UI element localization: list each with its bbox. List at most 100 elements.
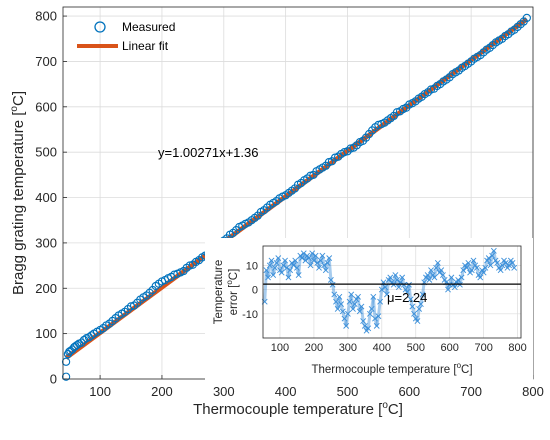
inset-error-trace [334,301,340,310]
inset-error-point [467,269,473,276]
inset-error-trace [487,257,492,266]
inset-error-point [350,306,356,312]
inset-error-point-stroke [409,303,416,310]
inset-error-point-stroke [485,255,492,262]
inset-y-axis-label: Temperature [213,260,225,325]
inset-error-point-stroke [394,276,401,283]
inset-error-point [445,286,451,293]
inset-error-point-stroke [492,257,499,264]
inset-error-point-stroke [360,318,367,324]
inset-error-trace [378,289,384,302]
inset-error-point-stroke [350,306,356,312]
inset-error-point [433,264,440,271]
inset-error-point-stroke [431,274,438,281]
inset-error-trace [271,267,277,276]
inset-y-tick-label: 0 [252,285,258,297]
inset-error-point [355,293,361,300]
inset-error-point [367,310,373,317]
inset-error-point-stroke [499,262,506,269]
measured-point [73,340,82,350]
inset-error-point-stroke [331,291,338,298]
inset-x-tick-labels: 100 200 300 400 500 600 700 800 [271,342,527,354]
inset-error-point [472,262,479,269]
inset-error-point [277,267,283,274]
inset-error-point-stroke [312,252,319,259]
inset-error-point [311,257,317,264]
inset-error-point-stroke [455,276,462,283]
inset-x-tick-label: 200 [305,342,323,354]
inset-error-point [263,267,270,274]
inset-error-point-stroke [319,252,326,259]
inset-error-point [333,298,339,305]
inset-error-point-stroke [497,267,504,274]
main-y-tick-label: 100 [35,326,57,341]
inset-error-point [326,255,333,262]
inset-error-point [341,315,348,322]
inset-error-point-stroke [327,276,334,283]
inset-error-point-stroke [280,262,287,269]
inset-error-point [361,322,368,329]
inset-error-point-stroke [351,301,358,308]
inset-error-point [319,252,326,259]
inset-error-point-stroke [268,257,275,264]
inset-error-point [280,262,287,269]
inset-error-point-stroke [277,267,283,274]
inset-error-point-stroke [355,293,361,300]
inset-error-point-stroke [317,257,324,264]
inset-error-point [501,257,507,264]
inset-error-point-stroke [339,308,346,315]
inset-error-trace [332,294,338,303]
inset-error-trace [346,301,352,314]
inset-error-point-stroke [292,257,299,264]
inset-error-point [438,267,445,274]
inset-error-point [499,262,506,269]
inset-error-point [487,262,494,269]
inset-error-point-stroke [392,272,399,278]
inset-error-trace [336,296,341,310]
inset-error-point-stroke [275,255,282,262]
inset-y-tick-label: -10 [242,309,258,321]
inset-mean-annotation: μ=2.24 [387,290,427,305]
inset-error-point [479,267,485,274]
legend: Measured Linear fit [77,20,175,53]
inset-error-point-stroke [270,272,277,278]
inset-error-trace [320,255,326,266]
inset-error-point [511,264,518,271]
legend-measured-label: Measured [122,20,175,34]
inset-error-point [343,322,350,329]
inset-error-point-stroke [334,306,341,312]
inset-error-point [358,303,365,310]
inset-error-point-stroke [263,267,270,274]
inset-error-point [490,247,497,254]
inset-error-point-stroke [367,310,373,317]
inset-error-point-stroke [307,262,314,269]
inset-error-point [440,272,446,278]
inset-error-point-stroke [412,315,419,322]
inset-error-point-stroke [363,327,370,334]
inset-error-point-stroke [383,291,390,298]
inset-error-point-stroke [273,260,280,266]
inset-error-point [290,262,297,269]
inset-error-point-stroke [468,267,475,274]
inset-error-point [395,284,402,291]
inset-error-point [417,301,424,308]
inset-error-point-stroke [511,264,518,271]
inset-error-point-stroke [341,315,348,322]
inset-error-point [302,257,309,264]
inset-error-point-stroke [482,264,489,271]
inset-error-point-stroke [295,272,302,278]
inset-error-point-stroke [333,298,339,305]
inset-error-point-stroke [283,264,290,271]
inset-error-point-stroke [399,274,406,281]
inset-y-tick-label: 10 [246,260,258,272]
inset-error-point-stroke [278,269,285,276]
inset-error-point [416,306,423,312]
inset-error-trace [370,296,375,310]
inset-error-trace [483,260,489,269]
inset-error-point [365,325,372,332]
inset-error-point [412,315,419,322]
inset-error-point-stroke [460,267,467,274]
inset-error-point [271,264,278,271]
inset-error-point [317,257,324,264]
inset-error-point [331,291,338,298]
